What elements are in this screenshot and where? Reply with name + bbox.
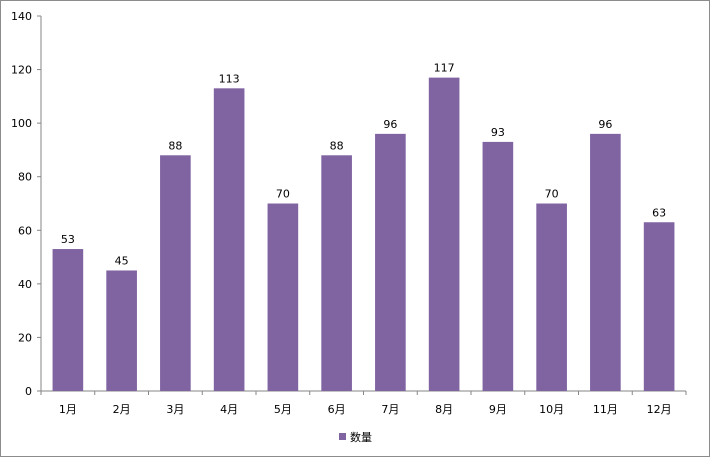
data-label-12: 63 (652, 206, 666, 219)
x-tick-label: 4月 (220, 403, 238, 416)
y-tick-label: 0 (25, 385, 32, 398)
y-tick-label: 60 (18, 224, 32, 237)
x-tick-label: 6月 (328, 403, 346, 416)
data-labels: 53 45 88 113 70 88 96 117 93 70 96 63 (61, 62, 666, 268)
bar-7 (375, 133, 406, 391)
x-tick-label: 9月 (489, 403, 507, 416)
y-tick-label: 140 (11, 10, 32, 23)
legend-swatch (339, 433, 346, 440)
x-tick-label: 8月 (435, 403, 453, 416)
data-label-4: 113 (219, 72, 240, 85)
bar-3 (160, 155, 191, 391)
data-label-7: 96 (383, 118, 397, 131)
bar-1 (52, 249, 84, 391)
x-tick-label: 12月 (647, 403, 672, 416)
data-label-6: 88 (330, 139, 344, 152)
data-label-5: 70 (276, 188, 290, 201)
data-label-2: 45 (115, 254, 129, 267)
bar-5 (267, 203, 299, 391)
data-label-10: 70 (545, 188, 559, 201)
legend: 数量 (339, 431, 372, 444)
bar-10 (536, 203, 567, 391)
data-label-9: 93 (491, 126, 505, 139)
bar-4 (213, 88, 245, 392)
y-axis: 0 20 40 60 80 100 120 140 (11, 10, 42, 398)
data-label-3: 88 (168, 139, 182, 152)
x-tick-label: 2月 (113, 403, 131, 416)
x-tick-label: 10月 (539, 403, 564, 416)
y-tick-label: 100 (11, 117, 32, 130)
bar-12 (643, 222, 675, 391)
y-tick-label: 20 (18, 331, 32, 344)
x-axis: 1月 2月 3月 4月 5月 6月 7月 8月 9月 10月 11月 12月 (40, 390, 687, 416)
x-tick-label: 5月 (274, 403, 292, 416)
bar-2 (106, 270, 137, 391)
bar-6 (321, 155, 352, 391)
bar-9 (482, 141, 514, 391)
y-tick-label: 40 (18, 278, 32, 291)
y-tick-label: 120 (11, 64, 32, 77)
x-tick-label: 1月 (59, 403, 77, 416)
x-tick-label: 11月 (593, 403, 618, 416)
y-tick-label: 80 (18, 171, 32, 184)
bar-8 (428, 77, 460, 391)
data-label-11: 96 (598, 118, 612, 131)
bar-series (52, 77, 675, 392)
data-label-1: 53 (61, 233, 75, 246)
x-tick-label: 7月 (381, 403, 399, 416)
legend-label: 数量 (350, 431, 372, 444)
bar-11 (590, 133, 621, 391)
x-tick-label: 3月 (166, 403, 184, 416)
data-label-8: 117 (434, 62, 455, 75)
